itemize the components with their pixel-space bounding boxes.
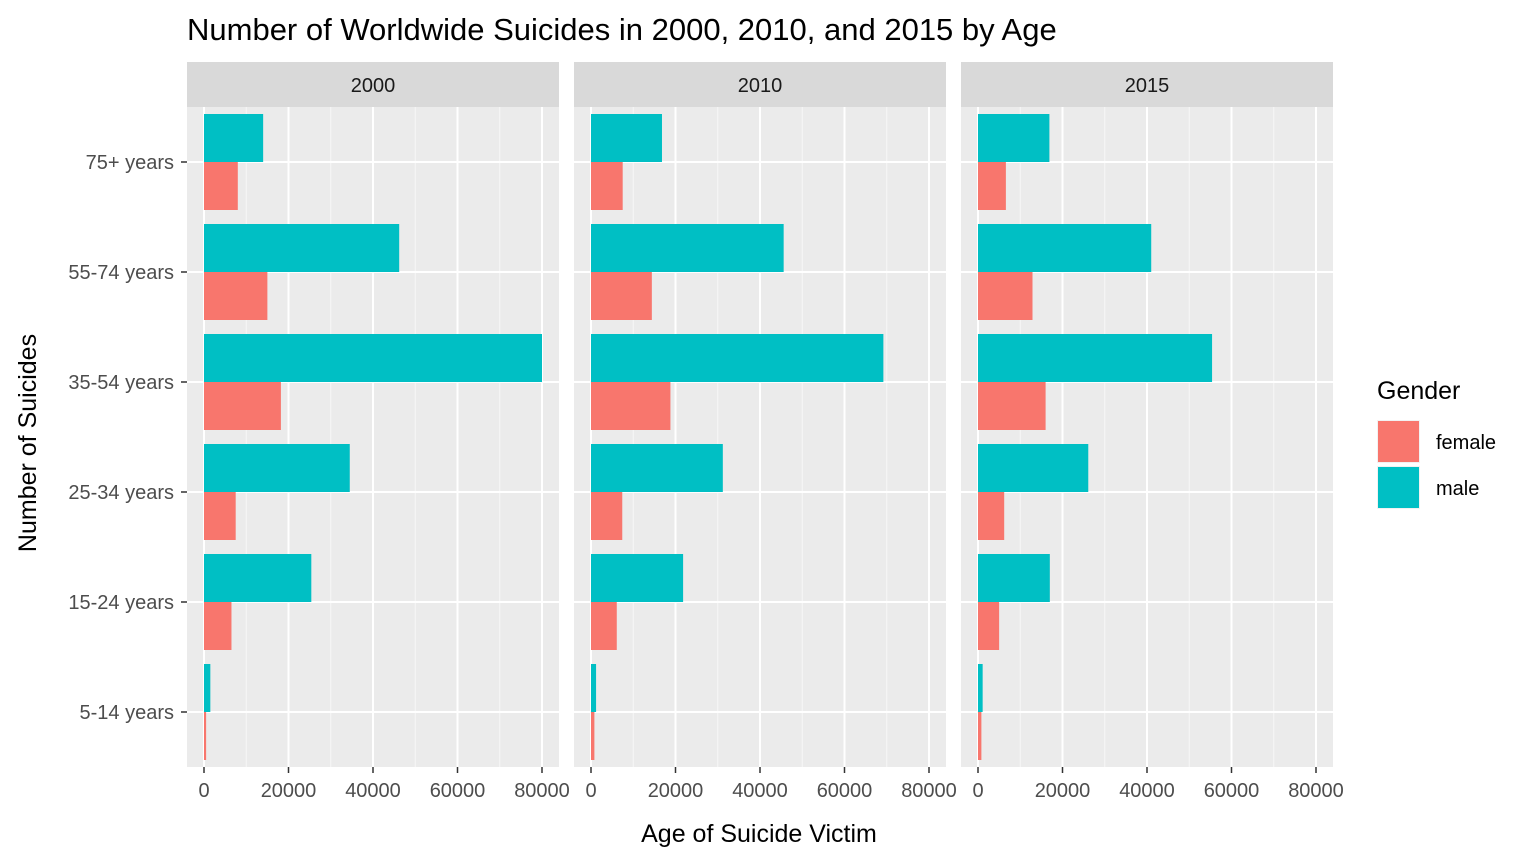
bar-female-15-24-years	[978, 602, 1000, 650]
y-axis-title: Number of Suicides	[14, 334, 42, 552]
panel-2010: 2010 0 20000 40000 60000 80000	[574, 62, 957, 802]
bar-male-15-24-years	[204, 554, 312, 602]
facet-strip-label: 2010	[738, 75, 783, 97]
x-tick-label: 40000	[345, 780, 401, 802]
bar-female-35-54-years	[591, 382, 671, 430]
bar-male-75-years	[978, 114, 1050, 162]
bar-female-5-14-years	[204, 712, 207, 760]
y-axis: 5-14 years 15-24 years 25-34 years 35-54 ye…	[68, 152, 187, 724]
legend-title: Gender	[1377, 377, 1460, 405]
legend-label-female: female	[1436, 432, 1496, 454]
y-tick-label: 75+ years	[86, 152, 174, 174]
bar-female-75-years	[978, 162, 1006, 210]
facet-strip	[574, 62, 946, 107]
bar-male-55-74-years	[591, 224, 784, 272]
bar-female-5-14-years	[978, 712, 982, 760]
x-tick-label: 40000	[1119, 780, 1175, 802]
chart-title: Number of Worldwide Suicides in 2000, 20…	[187, 12, 1057, 47]
bar-female-35-54-years	[204, 382, 281, 430]
bar-male-25-34-years	[204, 444, 350, 492]
bar-male-15-24-years	[978, 554, 1050, 602]
bar-male-75-years	[204, 114, 264, 162]
legend-label-male: male	[1436, 478, 1479, 500]
facet-strip-label: 2000	[351, 75, 396, 97]
legend: Gender female male	[1377, 377, 1496, 509]
bar-female-15-24-years	[204, 602, 232, 650]
y-tick-label: 5-14 years	[80, 702, 175, 724]
bar-female-15-24-years	[591, 602, 617, 650]
x-tick-label: 80000	[514, 780, 570, 802]
y-tick-label: 25-34 years	[68, 482, 174, 504]
bar-female-25-34-years	[591, 492, 623, 540]
bar-female-75-years	[591, 162, 623, 210]
bar-male-5-14-years	[204, 664, 211, 712]
y-tick-label: 35-54 years	[68, 372, 174, 394]
x-tick-label: 20000	[1035, 780, 1091, 802]
bar-male-75-years	[591, 114, 662, 162]
y-tick-label: 15-24 years	[68, 592, 174, 614]
bar-male-25-34-years	[591, 444, 723, 492]
x-tick-label: 20000	[648, 780, 704, 802]
bar-female-55-74-years	[978, 272, 1033, 320]
bar-female-5-14-years	[591, 712, 595, 760]
facet-strip	[187, 62, 559, 107]
legend-swatch-male	[1378, 467, 1419, 508]
panel-2015: 2015 0 20000 40000 60000 80000	[961, 62, 1344, 802]
x-tick-label: 60000	[817, 780, 873, 802]
bar-male-5-14-years	[591, 664, 597, 712]
x-tick-label: 20000	[261, 780, 317, 802]
x-axis-title: Age of Suicide Victim	[641, 820, 877, 848]
bar-male-35-54-years	[591, 334, 884, 382]
bar-male-5-14-years	[978, 664, 983, 712]
x-tick-label: 80000	[901, 780, 957, 802]
bar-male-55-74-years	[978, 224, 1152, 272]
bar-female-25-34-years	[204, 492, 236, 540]
x-tick-label: 0	[972, 780, 983, 802]
y-tick-label: 55-74 years	[68, 262, 174, 284]
x-tick-label: 60000	[1204, 780, 1260, 802]
facet-strip-label: 2015	[1125, 75, 1170, 97]
bar-male-25-34-years	[978, 444, 1089, 492]
bar-male-15-24-years	[591, 554, 684, 602]
bar-female-75-years	[204, 162, 238, 210]
bar-male-35-54-years	[978, 334, 1213, 382]
facet-strip	[961, 62, 1333, 107]
bar-female-55-74-years	[204, 272, 268, 320]
bar-male-35-54-years	[204, 334, 542, 382]
panel-2000: 20000 20000 40000 60000 80000	[187, 62, 570, 802]
bar-female-55-74-years	[591, 272, 652, 320]
x-tick-label: 80000	[1288, 780, 1344, 802]
bar-female-35-54-years	[978, 382, 1046, 430]
x-tick-label: 60000	[430, 780, 486, 802]
bar-female-25-34-years	[978, 492, 1005, 540]
x-tick-label: 0	[198, 780, 209, 802]
bar-male-55-74-years	[204, 224, 400, 272]
legend-swatch-female	[1378, 421, 1419, 462]
x-tick-label: 0	[585, 780, 596, 802]
x-tick-label: 40000	[732, 780, 788, 802]
